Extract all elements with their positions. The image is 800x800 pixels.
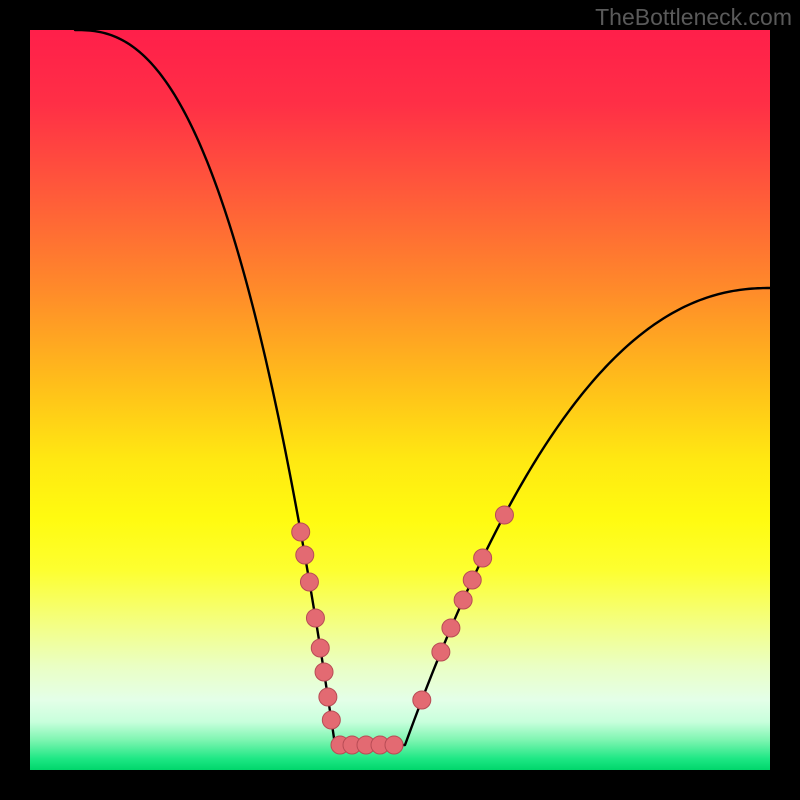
data-marker — [315, 663, 333, 681]
data-marker — [319, 688, 337, 706]
chart-root: TheBottleneck.com — [0, 0, 800, 800]
data-marker — [385, 736, 403, 754]
data-marker — [300, 573, 318, 591]
data-marker — [413, 691, 431, 709]
data-marker — [432, 643, 450, 661]
data-marker — [454, 591, 472, 609]
data-marker — [311, 639, 329, 657]
data-marker — [442, 619, 460, 637]
data-marker — [463, 571, 481, 589]
bottleneck-curve-chart — [0, 0, 800, 800]
watermark-text: TheBottleneck.com — [595, 4, 792, 31]
plot-background — [30, 30, 770, 770]
data-marker — [495, 506, 513, 524]
data-marker — [322, 711, 340, 729]
data-marker — [474, 549, 492, 567]
data-marker — [306, 609, 324, 627]
data-marker — [296, 546, 314, 564]
data-marker — [292, 523, 310, 541]
